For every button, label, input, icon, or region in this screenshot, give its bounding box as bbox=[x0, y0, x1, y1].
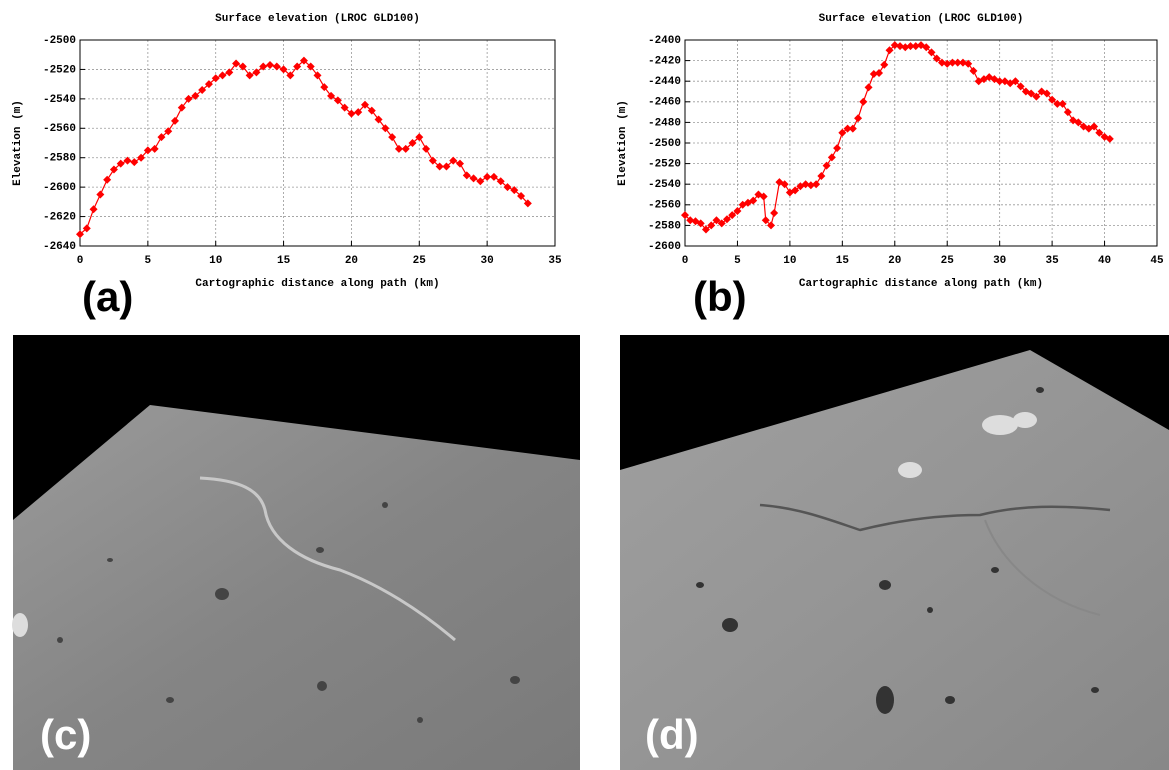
data-point bbox=[219, 71, 227, 79]
image-d bbox=[620, 335, 1169, 770]
y-tick-label: -2460 bbox=[648, 97, 681, 109]
x-tick-label: 25 bbox=[413, 255, 427, 267]
data-point bbox=[865, 83, 873, 91]
data-point bbox=[828, 153, 836, 161]
data-point bbox=[151, 145, 159, 153]
data-point bbox=[476, 177, 484, 185]
y-tick-label: -2560 bbox=[648, 200, 681, 212]
y-axis-label: Elevation (m) bbox=[12, 100, 24, 186]
data-point bbox=[854, 114, 862, 122]
chart-title: Surface elevation (LROC GLD100) bbox=[819, 13, 1024, 25]
chart-title: Surface elevation (LROC GLD100) bbox=[215, 13, 420, 25]
x-tick-label: 30 bbox=[481, 255, 494, 267]
x-tick-label: 15 bbox=[277, 255, 291, 267]
chart: Surface elevation (LROC GLD100) -2600 -258… bbox=[617, 13, 1164, 290]
data-point bbox=[266, 61, 274, 69]
x-tick-label: 15 bbox=[836, 255, 850, 267]
data-point bbox=[490, 173, 498, 181]
data-point bbox=[103, 176, 111, 184]
x-tick-label: 35 bbox=[548, 255, 562, 267]
y-tick-label: -2500 bbox=[43, 35, 76, 47]
data-point bbox=[859, 98, 867, 106]
data-point bbox=[456, 160, 464, 168]
data-point bbox=[130, 158, 138, 166]
y-tick-label: -2420 bbox=[648, 56, 681, 68]
data-point bbox=[1059, 100, 1067, 108]
data-point bbox=[463, 171, 471, 179]
y-tick-label: -2600 bbox=[43, 182, 76, 194]
panel-label: (b) bbox=[693, 273, 747, 320]
x-tick-label: 10 bbox=[209, 255, 222, 267]
x-axis-label: Cartographic distance along path (km) bbox=[799, 278, 1043, 290]
x-tick-label: 20 bbox=[888, 255, 901, 267]
panel-label: (a) bbox=[82, 273, 133, 320]
y-axis-label: Elevation (m) bbox=[617, 100, 629, 186]
chart: Surface elevation (LROC GLD100) -2640 -262… bbox=[12, 13, 562, 290]
x-tick-label: 30 bbox=[993, 255, 1006, 267]
image-c bbox=[12, 335, 580, 770]
x-axis-label: Cartographic distance along path (km) bbox=[195, 278, 439, 290]
data-point bbox=[770, 209, 778, 217]
x-tick-label: 25 bbox=[941, 255, 955, 267]
panel-label: (d) bbox=[645, 711, 699, 758]
data-point bbox=[969, 67, 977, 75]
x-tick-label: 35 bbox=[1046, 255, 1060, 267]
y-tick-label: -2540 bbox=[648, 179, 681, 191]
panel-label: (c) bbox=[40, 711, 91, 758]
data-point bbox=[470, 174, 478, 182]
data-point bbox=[817, 172, 825, 180]
x-tick-label: 5 bbox=[145, 255, 152, 267]
plot-frame bbox=[80, 40, 555, 246]
y-tick-label: -2500 bbox=[648, 138, 681, 150]
x-tick-label: 45 bbox=[1150, 255, 1164, 267]
data-point bbox=[812, 180, 820, 188]
x-tick-label: 40 bbox=[1098, 255, 1111, 267]
y-tick-label: -2560 bbox=[43, 123, 76, 135]
y-tick-label: -2440 bbox=[648, 76, 681, 88]
x-tick-label: 0 bbox=[77, 255, 84, 267]
figure: (a) (b) (c) (d) Surface elevation (LROC … bbox=[0, 0, 1169, 770]
data-point bbox=[875, 69, 883, 77]
data-point bbox=[833, 144, 841, 152]
y-tick-label: -2620 bbox=[43, 211, 76, 223]
y-tick-label: -2580 bbox=[43, 153, 76, 165]
data-point bbox=[90, 205, 98, 213]
y-tick-label: -2480 bbox=[648, 117, 681, 129]
y-tick-label: -2640 bbox=[43, 241, 76, 253]
data-point bbox=[1064, 108, 1072, 116]
data-point bbox=[880, 61, 888, 69]
x-tick-label: 0 bbox=[682, 255, 689, 267]
x-tick-label: 5 bbox=[734, 255, 741, 267]
y-tick-label: -2520 bbox=[43, 64, 76, 76]
y-tick-label: -2540 bbox=[43, 94, 76, 106]
data-point bbox=[823, 162, 831, 170]
y-tick-label: -2580 bbox=[648, 220, 681, 232]
data-point bbox=[96, 191, 104, 199]
y-tick-label: -2600 bbox=[648, 241, 681, 253]
y-tick-label: -2520 bbox=[648, 159, 681, 171]
y-tick-label: -2400 bbox=[648, 35, 681, 47]
x-tick-label: 10 bbox=[783, 255, 796, 267]
data-point bbox=[422, 145, 430, 153]
data-point bbox=[171, 117, 179, 125]
x-tick-label: 20 bbox=[345, 255, 358, 267]
data-point bbox=[849, 125, 857, 133]
